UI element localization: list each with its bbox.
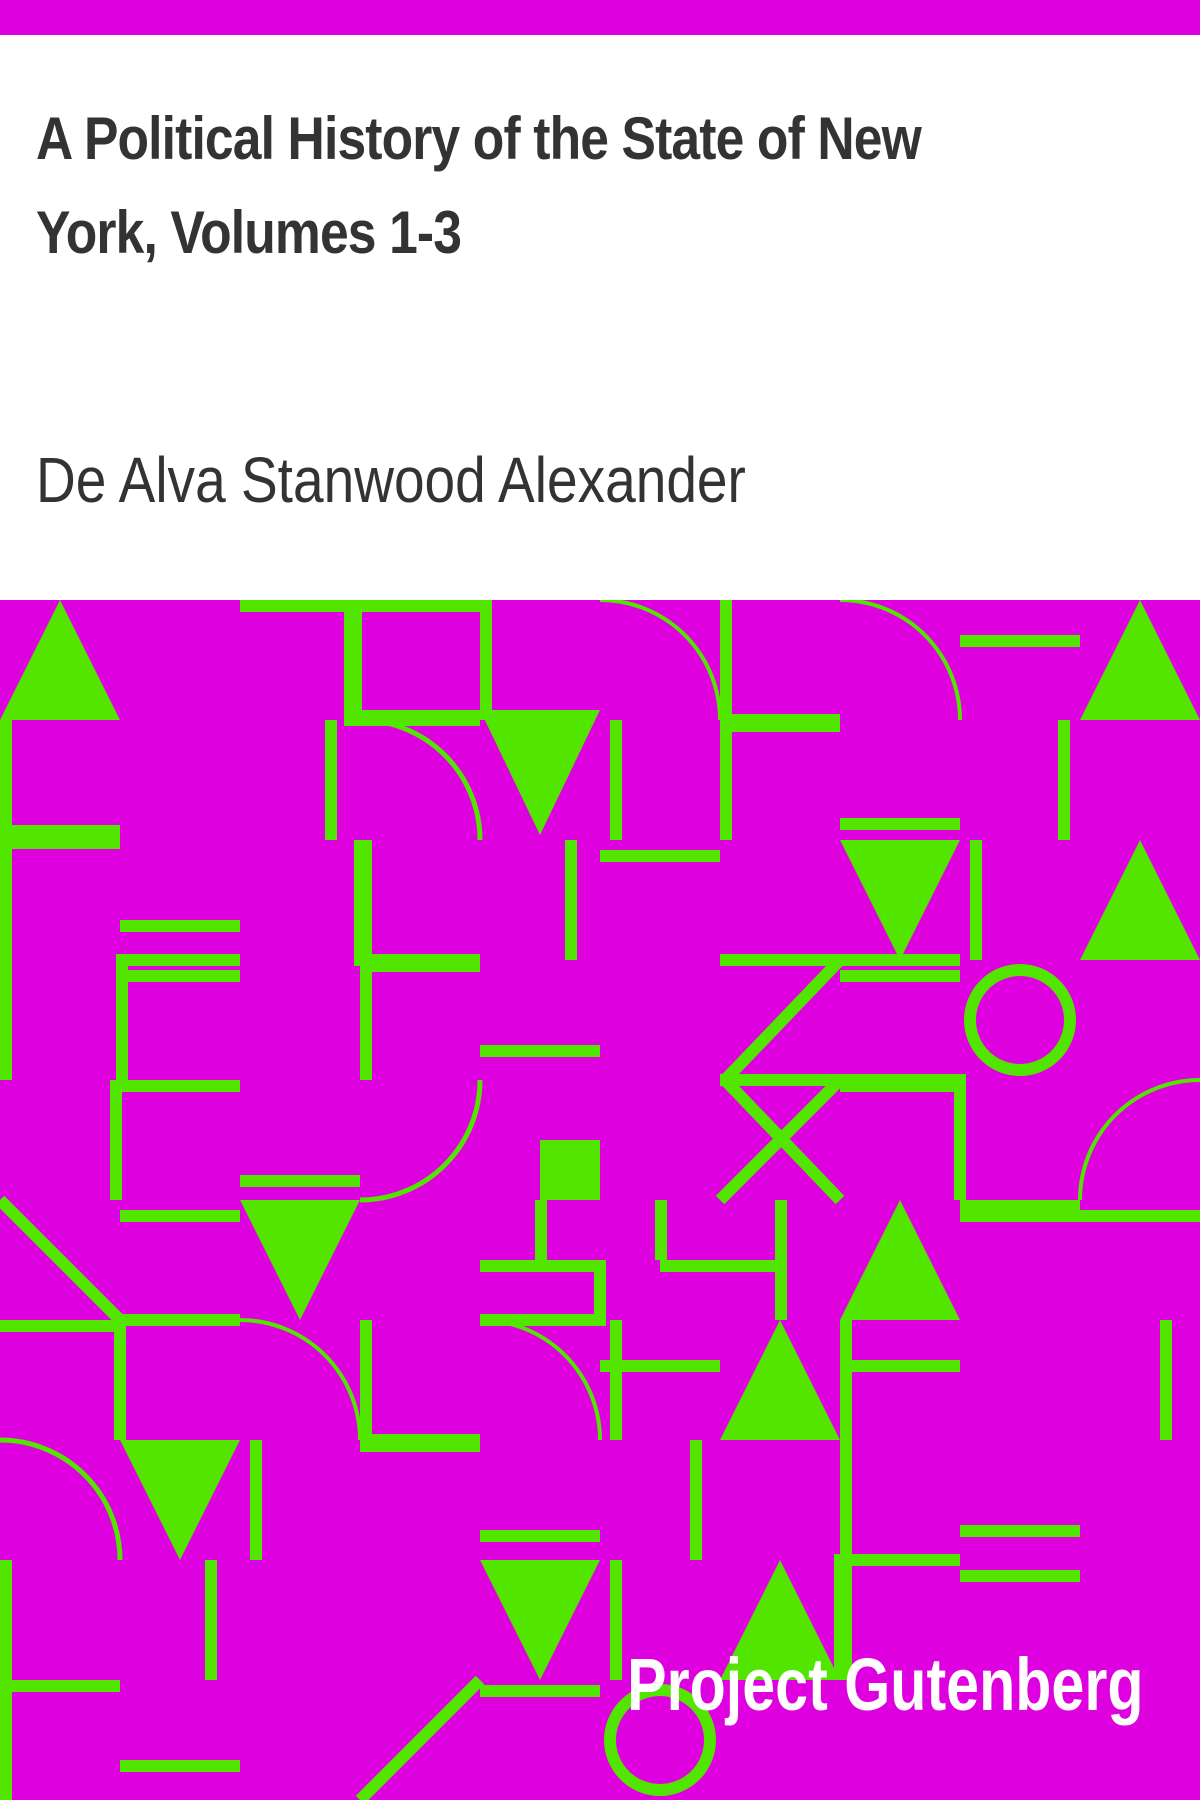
book-author: De Alva Stanwood Alexander bbox=[36, 444, 746, 516]
top-color-band bbox=[0, 0, 1200, 35]
book-title: A Political History of the State of New … bbox=[36, 105, 922, 266]
publisher-name: Project Gutenberg bbox=[627, 1643, 1144, 1726]
geometric-tile-pattern-icon bbox=[0, 600, 1200, 1800]
